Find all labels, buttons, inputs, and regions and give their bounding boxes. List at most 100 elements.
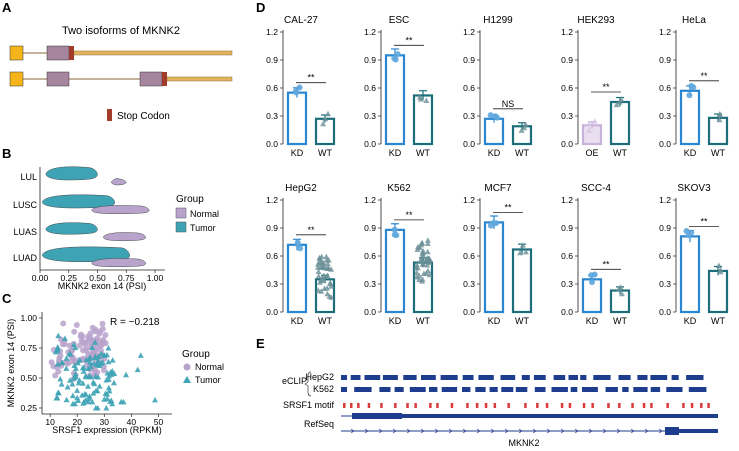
replicate-point xyxy=(324,272,331,278)
x-category-wt: WT xyxy=(318,148,332,158)
eclip-peak-hepg2 xyxy=(350,375,361,380)
violin-x-ticks: 0.00 0.25 0.50 0.75 1.00 xyxy=(32,270,164,283)
eclip-peak-hepg2 xyxy=(618,375,631,380)
replicate-point xyxy=(487,112,494,119)
srsf1-motif-site xyxy=(631,403,634,408)
subplot-y-tick-label: 1.2 xyxy=(561,27,573,37)
point-tumor xyxy=(105,376,112,382)
replicate-point xyxy=(716,112,723,118)
eclip-peak-k562 xyxy=(475,387,486,392)
replicate-point xyxy=(413,269,420,276)
replicate-point xyxy=(320,272,327,278)
replicate-point xyxy=(328,294,335,300)
significance-label: ** xyxy=(602,259,610,269)
violin-category-lul: LUL xyxy=(20,172,37,182)
eclip-peak-k562 xyxy=(582,387,598,392)
srsf1-motif-site xyxy=(350,403,353,408)
point-tumor xyxy=(69,381,76,387)
subplot-y-tick-label: 1.2 xyxy=(659,195,671,205)
track-label-motif: SRSF1 motif xyxy=(283,400,335,410)
panel-letter-e: E xyxy=(256,336,265,351)
strand-arrow xyxy=(616,428,621,434)
replicate-point xyxy=(324,260,331,267)
legend-tumor-marker xyxy=(183,376,191,383)
srsf1-motif-site xyxy=(484,403,488,408)
srsf1-motif-site xyxy=(682,403,685,408)
replicate-point xyxy=(586,127,593,133)
point-normal xyxy=(95,337,102,344)
strand-arrow xyxy=(448,428,453,434)
point-tumor xyxy=(134,366,141,373)
refseq-exon xyxy=(352,413,402,419)
srsf1-motif-site xyxy=(642,403,646,408)
subplot-y-tick-label: 1.2 xyxy=(266,27,278,37)
point-normal xyxy=(102,332,109,338)
replicate-point xyxy=(494,114,500,121)
significance-label: ** xyxy=(504,202,512,212)
replicate-point xyxy=(325,110,331,117)
point-tumor xyxy=(58,381,65,387)
panel-letter-b: B xyxy=(2,146,11,161)
replicate-point xyxy=(324,285,330,291)
point-normal xyxy=(94,369,101,376)
point-tumor xyxy=(55,389,62,396)
strand-arrow xyxy=(504,428,509,434)
strand-arrow xyxy=(588,428,593,434)
eclip-peak-k562 xyxy=(633,387,648,392)
violin-x-tick-label: 0.50 xyxy=(89,273,106,283)
scatter-x-tick-label: 20 xyxy=(72,417,82,427)
eclip-peak-k562 xyxy=(489,387,498,392)
bar-k562-kd xyxy=(384,228,406,314)
subplot-title-esc: ESC xyxy=(389,15,410,26)
replicate-point xyxy=(318,288,325,294)
isoform-2 xyxy=(9,71,233,87)
srsf1-motif-site xyxy=(650,403,653,408)
point-tumor xyxy=(137,352,144,358)
replicate-point xyxy=(325,265,332,271)
strand-arrow xyxy=(518,428,523,434)
scatter-y-label: MKNK2 exon 14 (PSI) xyxy=(6,319,16,408)
violin-normal-luad xyxy=(91,258,147,268)
subplot-title-skov3: SKOV3 xyxy=(677,183,711,194)
gene-label: MKNK2 xyxy=(508,438,539,448)
point-tumor xyxy=(106,387,113,394)
point-tumor xyxy=(105,345,112,351)
srsf1-motif-site xyxy=(380,403,383,408)
subplot-y-tick-label: 1.2 xyxy=(659,27,671,37)
strand-arrow xyxy=(392,428,397,434)
subplot-y-tick-label: 0.9 xyxy=(266,223,278,233)
point-tumor xyxy=(63,365,70,371)
replicate-point xyxy=(297,245,304,252)
subplot-skov3: SKOV3 0.0 0.3 0.6 0.9 1.2 KD WT ** xyxy=(659,183,729,326)
subplot-y-tick-label: 1.2 xyxy=(463,27,475,37)
subplot-y-tick-label: 0.0 xyxy=(266,307,278,317)
scatter-x-tick-label: 40 xyxy=(127,417,137,427)
eclip-peak-hepg2 xyxy=(364,375,381,380)
violin-plot xyxy=(42,166,150,268)
bar-subplot-grid: CAL-27 0.0 0.3 0.6 0.9 1.2 KD WT ** ESC 0.0 0.3 0.6 0… xyxy=(266,15,729,326)
srsf1-motif-site xyxy=(475,403,479,408)
srsf1-motif-site xyxy=(707,403,710,408)
scatter-x-label: SRSF1 expression (RPKM) xyxy=(52,425,162,435)
eclip-peak-k562 xyxy=(551,387,568,392)
bar-hela-kd xyxy=(679,89,701,146)
strand-arrow xyxy=(546,428,551,434)
point-tumor xyxy=(92,373,99,379)
replicate-point xyxy=(423,97,430,103)
point-tumor xyxy=(92,353,99,359)
point-tumor xyxy=(72,365,79,371)
subplot-cal-27: CAL-27 0.0 0.3 0.6 0.9 1.2 KD WT ** xyxy=(266,15,336,158)
subplot-y-tick-label: 0.9 xyxy=(659,55,671,65)
point-tumor xyxy=(73,374,79,380)
replicate-point xyxy=(414,264,421,271)
point-normal xyxy=(76,342,83,349)
significance-label: ** xyxy=(307,225,315,235)
point-tumor xyxy=(93,387,99,394)
strand-arrow xyxy=(644,428,649,434)
eclip-peak-hepg2 xyxy=(650,375,668,380)
violin-x-label: MKNK2 exon 14 (PSI) xyxy=(58,281,147,291)
subplot-y-tick-label: 1.2 xyxy=(561,195,573,205)
subplot-y-tick-label: 0.0 xyxy=(659,139,671,149)
refseq-exon xyxy=(665,427,679,435)
replicate-point xyxy=(426,259,433,265)
